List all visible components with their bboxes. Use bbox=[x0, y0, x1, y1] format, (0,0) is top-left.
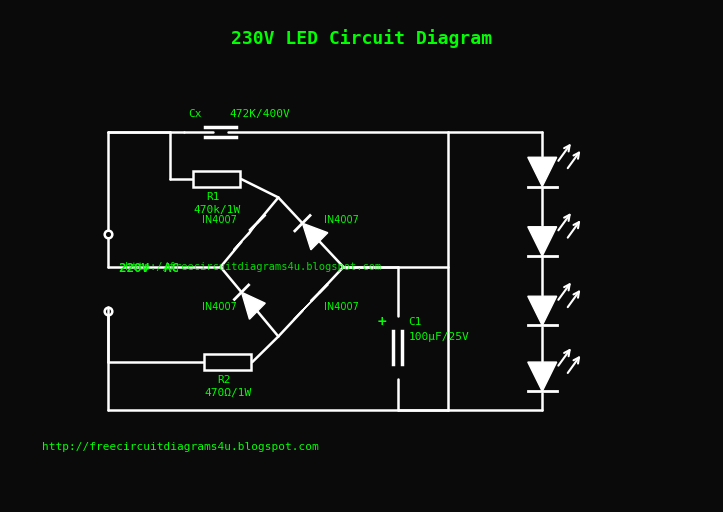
Text: IN4007: IN4007 bbox=[202, 303, 236, 312]
Polygon shape bbox=[528, 362, 557, 391]
Polygon shape bbox=[302, 223, 328, 250]
Text: IN4007: IN4007 bbox=[324, 216, 359, 225]
Text: 230V LED Circuit Diagram: 230V LED Circuit Diagram bbox=[231, 29, 492, 48]
Polygon shape bbox=[241, 292, 265, 319]
Bar bbox=[204, 354, 252, 370]
Polygon shape bbox=[234, 223, 257, 250]
Polygon shape bbox=[528, 296, 557, 326]
Text: 470Ω/1W: 470Ω/1W bbox=[204, 388, 252, 398]
Text: 470k/1W: 470k/1W bbox=[193, 205, 241, 215]
Text: R1: R1 bbox=[207, 191, 220, 202]
Text: R2: R2 bbox=[218, 375, 231, 385]
Text: http://freecircuitdiagrams4u.blogspot.com: http://freecircuitdiagrams4u.blogspot.co… bbox=[43, 442, 319, 452]
Text: C1: C1 bbox=[408, 317, 422, 328]
Bar bbox=[193, 171, 240, 187]
Polygon shape bbox=[528, 227, 557, 256]
Text: 100μF/25V: 100μF/25V bbox=[408, 332, 469, 342]
Text: 220V  AC: 220V AC bbox=[119, 262, 179, 275]
Text: +: + bbox=[377, 315, 387, 329]
Text: http://freecircuitdiagrams4u.blogspot.com: http://freecircuitdiagrams4u.blogspot.co… bbox=[125, 262, 381, 272]
Polygon shape bbox=[528, 157, 557, 186]
Text: IN4007: IN4007 bbox=[202, 216, 236, 225]
Polygon shape bbox=[294, 293, 320, 319]
Text: 472K/400V: 472K/400V bbox=[230, 109, 291, 119]
Text: IN4007: IN4007 bbox=[324, 303, 359, 312]
Text: Cx: Cx bbox=[189, 109, 202, 119]
